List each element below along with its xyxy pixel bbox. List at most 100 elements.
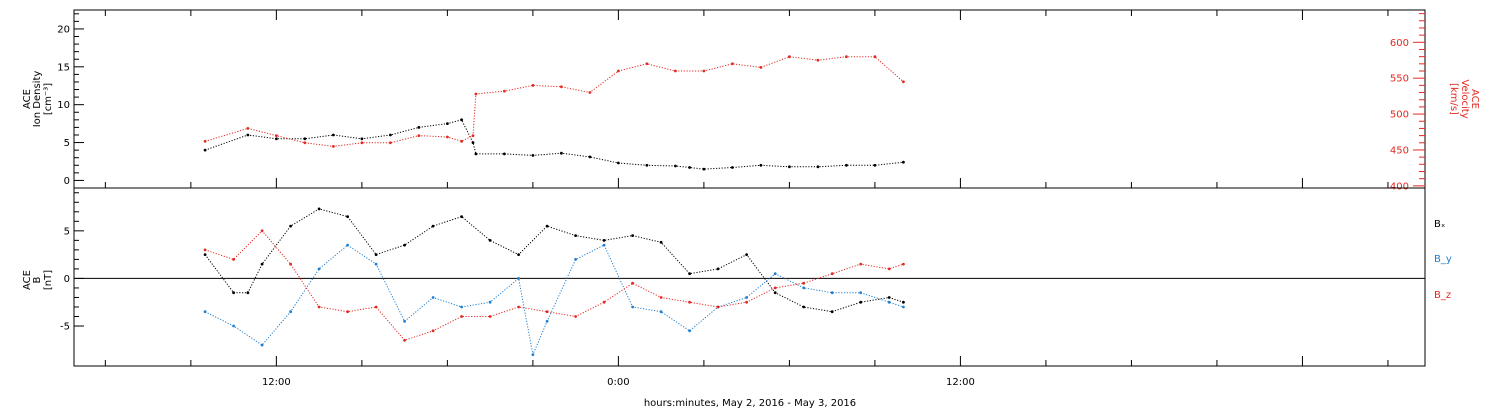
bz-point-16 (659, 296, 663, 299)
panel-1-frame (73, 9, 1426, 189)
velocity-point-25 (873, 55, 877, 59)
velocity-point-21 (759, 66, 763, 69)
density-point-23 (788, 165, 791, 169)
by-point-24 (859, 291, 863, 295)
density-point-11 (474, 152, 478, 156)
bx-point-20 (745, 253, 748, 256)
bz-point-11 (517, 305, 520, 309)
bz-line (204, 230, 904, 341)
by-point-4 (317, 267, 321, 271)
density-point-5 (360, 137, 364, 141)
velocity-point-10 (471, 134, 475, 138)
bz-point-23 (859, 262, 863, 266)
velocity-point-14 (560, 85, 563, 89)
bz-point-5 (346, 310, 349, 314)
bz-point-7 (403, 338, 406, 342)
panel-1-right-ylabel-line-2: Velocity (1459, 79, 1470, 118)
panel-1-ytick-label-4: 20 (57, 24, 70, 35)
bx-point-5 (317, 207, 321, 211)
bx-point-19 (716, 267, 720, 271)
density-point-6 (389, 133, 392, 137)
bz-point-3 (289, 262, 292, 266)
bz-point-22 (830, 272, 834, 276)
bz-point-25 (902, 262, 905, 266)
bx-point-11 (488, 239, 492, 242)
panel-2-ytick-label-1: 0 (64, 274, 70, 285)
panel-2-ylabel-line-3: [nT] (43, 270, 54, 290)
bz-point-6 (374, 305, 378, 309)
panel-1-ylabel-line-2: Ion Density (32, 71, 43, 128)
panel-1-right-ytick-label-2: 500 (1390, 110, 1409, 121)
by-point-18 (688, 329, 691, 333)
by-point-12 (531, 353, 535, 356)
x-axis: 12:00 0:00 12:00 (104, 10, 1389, 388)
density-point-13 (531, 154, 535, 157)
velocity-point-8 (446, 135, 449, 139)
bz-point-19 (745, 300, 748, 304)
velocity-point-0 (203, 139, 207, 143)
density-point-1 (246, 133, 250, 137)
velocity-point-11 (474, 92, 478, 96)
panel-2-ytick-label-0: -5 (60, 322, 70, 333)
panel-1-marks (203, 55, 905, 171)
bx-point-14 (574, 234, 577, 238)
velocity-point-2 (275, 134, 278, 138)
by-point-5 (346, 243, 349, 247)
bz-point-0 (203, 248, 207, 252)
bx-point-6 (346, 215, 349, 219)
velocity-point-26 (902, 80, 905, 84)
density-point-0 (203, 148, 207, 152)
bx-point-4 (289, 224, 292, 228)
density-point-21 (731, 166, 734, 169)
velocity-point-18 (674, 69, 677, 73)
by-point-8 (431, 296, 435, 299)
velocity-point-13 (531, 84, 535, 87)
bx-point-16 (631, 234, 634, 238)
bz-point-8 (431, 329, 435, 333)
panel-1-left-axis: 0 5 10 15 20 (57, 13, 84, 187)
velocity-point-12 (503, 89, 506, 93)
density-point-25 (845, 163, 848, 167)
density-point-10 (471, 141, 475, 145)
density-line (204, 119, 904, 170)
by-point-15 (602, 243, 606, 247)
bz-point-18 (716, 305, 720, 309)
panel-1-ytick-label-1: 5 (64, 138, 70, 149)
bz-point-1 (232, 258, 236, 261)
velocity-point-20 (731, 62, 734, 66)
density-point-22 (759, 163, 763, 167)
x-tick-label-2: 12:00 (946, 377, 975, 388)
bx-point-26 (902, 300, 905, 304)
legend-bx: Bₓ (1434, 219, 1445, 230)
bz-point-12 (545, 310, 549, 314)
density-point-17 (645, 163, 649, 167)
panel-1-ylabel-line-1: ACE (22, 89, 33, 109)
panel-1-right-ytick-label-0: 400 (1390, 181, 1409, 192)
bz-point-2 (260, 229, 264, 233)
by-point-21 (773, 272, 777, 276)
density-point-27 (902, 160, 905, 164)
bz-point-17 (688, 300, 691, 304)
by-line (204, 244, 904, 357)
bz-point-20 (773, 286, 777, 290)
by-point-10 (488, 300, 492, 304)
by-point-9 (460, 305, 463, 309)
velocity-point-22 (788, 55, 791, 59)
bx-point-15 (602, 239, 606, 242)
density-point-9 (460, 118, 463, 122)
bx-point-10 (460, 215, 463, 219)
density-point-16 (617, 161, 620, 165)
density-point-2 (275, 137, 278, 141)
by-point-6 (374, 262, 378, 266)
by-point-25 (887, 300, 891, 304)
density-point-19 (688, 166, 691, 169)
by-point-22 (802, 286, 806, 290)
density-point-24 (816, 165, 820, 169)
density-point-18 (674, 164, 677, 168)
panel-1-right-ylabel-line-1: ACE (1469, 89, 1480, 109)
panel-1-ytick-label-0: 0 (64, 176, 70, 187)
by-point-26 (902, 305, 905, 309)
by-point-0 (203, 310, 207, 314)
x-tick-label-0: 12:00 (262, 377, 291, 388)
bx-point-8 (403, 243, 406, 247)
